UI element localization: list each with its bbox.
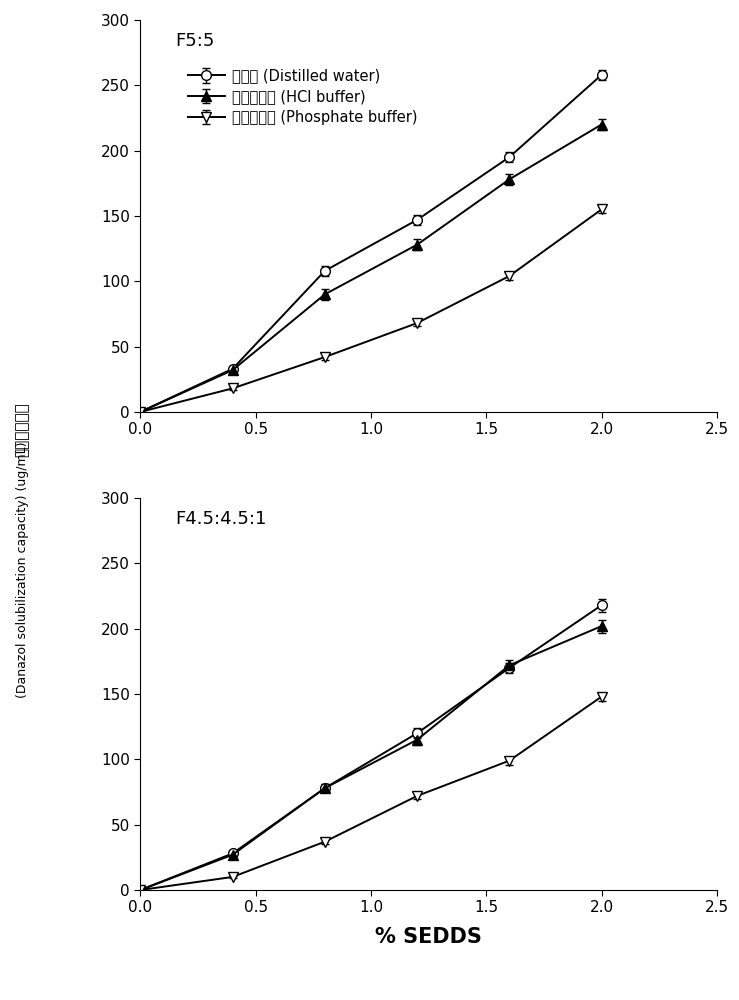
- Text: F4.5:4.5:1: F4.5:4.5:1: [175, 510, 266, 528]
- X-axis label: % SEDDS: % SEDDS: [375, 927, 482, 947]
- Text: (Danazol solubilization capacity) (ug/mL): (Danazol solubilization capacity) (ug/mL…: [16, 442, 29, 698]
- Legend: 蔻馏水 (Distilled water), 盐酸缓冲液 (HCl buffer), 磷酸缓冲液 (Phosphate buffer): 蔻馏水 (Distilled water), 盐酸缓冲液 (HCl buffer…: [183, 63, 423, 131]
- Text: F5:5: F5:5: [175, 32, 214, 50]
- Text: 达那呗溶解度: 达那呗溶解度: [15, 403, 30, 457]
